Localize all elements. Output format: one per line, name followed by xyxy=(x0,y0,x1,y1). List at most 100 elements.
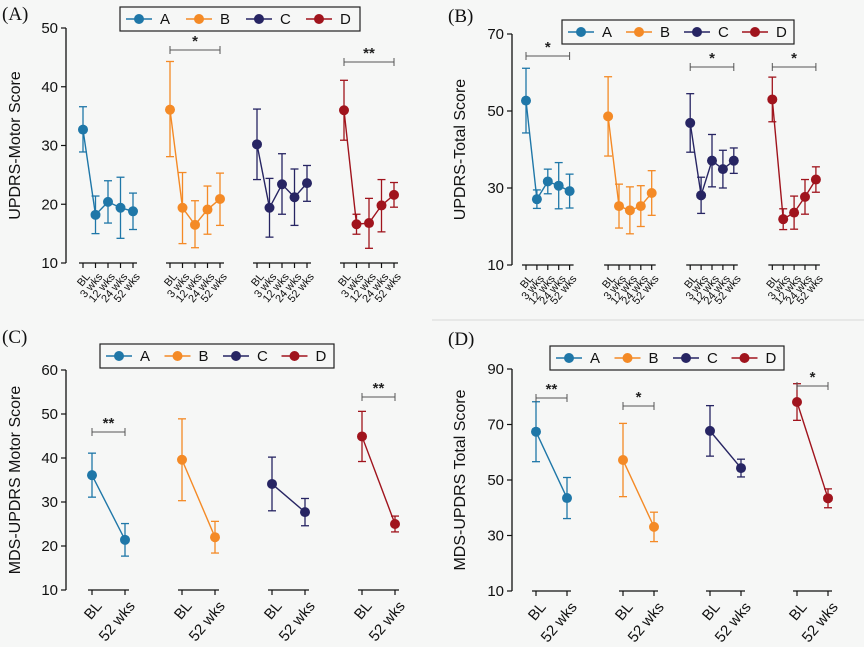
legend-marker xyxy=(172,351,183,361)
panel-label: (D) xyxy=(448,329,474,350)
y-tick-label: 30 xyxy=(487,528,504,545)
data-point xyxy=(696,190,707,201)
legend: A B C D xyxy=(99,343,335,369)
data-point xyxy=(646,188,657,199)
y-tick-label: 70 xyxy=(487,417,504,434)
data-point xyxy=(202,204,213,215)
data-point xyxy=(264,202,275,213)
x-tick-label: BL xyxy=(612,599,637,624)
data-point xyxy=(302,178,312,189)
legend-marker xyxy=(231,351,241,361)
legend-label: D xyxy=(766,350,777,367)
x-tick-label: BL xyxy=(786,599,811,624)
data-point xyxy=(624,205,635,216)
data-point xyxy=(562,493,572,504)
legend-label: C xyxy=(718,24,729,41)
series-C xyxy=(685,93,739,215)
legend-box xyxy=(99,343,335,369)
legend-item-D: D xyxy=(281,348,327,365)
legend-item-D: D xyxy=(742,24,787,41)
significance-bracket: * xyxy=(771,50,817,71)
y-tick-label: 70 xyxy=(487,26,504,43)
legend-label: A xyxy=(140,348,150,365)
significance-bracket: * xyxy=(622,389,655,410)
y-axis-title: UPDRS-Total Score xyxy=(452,79,469,220)
legend: A B C D xyxy=(549,345,785,371)
legend-label: C xyxy=(707,350,718,367)
legend-marker xyxy=(194,14,204,24)
x-tick-label: BL xyxy=(699,599,724,624)
significance-label: * xyxy=(545,39,551,56)
legend-label: D xyxy=(316,348,327,365)
series-A xyxy=(531,401,572,520)
series-B xyxy=(618,422,659,543)
series-C xyxy=(252,108,312,238)
legend-marker xyxy=(114,351,124,361)
data-point xyxy=(649,521,659,532)
significance-bracket: * xyxy=(689,50,735,71)
data-point xyxy=(357,431,367,442)
series-D xyxy=(339,79,399,249)
legend-label: B xyxy=(199,348,209,365)
data-point xyxy=(339,105,349,116)
legend-label: C xyxy=(280,11,291,28)
legend-item-A: A xyxy=(126,11,170,28)
data-point xyxy=(165,104,175,115)
x-tick-label: 52 wks xyxy=(276,598,319,645)
series-A xyxy=(521,67,575,210)
y-tick-label: 90 xyxy=(487,361,504,378)
data-point xyxy=(351,219,362,230)
x-tick-label: BL xyxy=(171,598,196,623)
y-axis-title: MDS-UPDRS Motor Score xyxy=(7,386,24,575)
x-tick-label: 52 wks xyxy=(186,598,229,645)
data-point xyxy=(210,532,220,543)
legend-marker xyxy=(564,353,574,363)
x-tick-label: BL xyxy=(81,598,106,623)
panel-label: (C) xyxy=(2,327,27,348)
legend: A B C D xyxy=(561,19,795,45)
legend-item-C: C xyxy=(673,350,718,367)
data-point xyxy=(87,470,97,481)
y-tick-label: 40 xyxy=(41,79,58,96)
series-line xyxy=(181,459,216,538)
legend-item-A: A xyxy=(106,348,150,365)
legend-marker xyxy=(254,14,264,24)
data-point xyxy=(252,139,262,150)
legend-item-D: D xyxy=(306,11,351,28)
data-point xyxy=(705,425,715,436)
panel-label: (B) xyxy=(448,6,473,27)
series-D xyxy=(357,410,400,533)
legend-label: C xyxy=(257,348,268,365)
x-tick-label: 52 wks xyxy=(366,598,409,645)
legend-item-C: C xyxy=(223,348,268,365)
significance-label: ** xyxy=(546,381,558,398)
y-tick-label: 30 xyxy=(487,180,504,197)
legend-item-B: B xyxy=(186,11,230,28)
data-point xyxy=(78,124,88,135)
data-point xyxy=(564,186,575,197)
data-point xyxy=(778,214,789,225)
x-tick-label: BL xyxy=(351,598,376,623)
y-tick-label: 50 xyxy=(41,20,58,37)
legend-marker xyxy=(289,351,300,361)
significance-bracket: ** xyxy=(343,45,395,66)
y-tick-label: 30 xyxy=(41,138,58,155)
data-point xyxy=(553,180,564,191)
data-point xyxy=(789,207,800,218)
y-tick-label: 50 xyxy=(41,406,58,423)
legend-label: B xyxy=(220,11,230,28)
data-point xyxy=(128,206,138,217)
significance-bracket: ** xyxy=(91,415,126,436)
data-point xyxy=(277,179,287,190)
y-tick-label: 10 xyxy=(487,583,504,600)
y-axis-title: UPDRS-Motor Score xyxy=(7,71,24,220)
series-C xyxy=(705,404,746,478)
legend-item-C: C xyxy=(684,24,729,41)
legend-marker xyxy=(692,27,702,37)
data-point xyxy=(190,219,200,230)
legend-label: A xyxy=(602,24,612,41)
